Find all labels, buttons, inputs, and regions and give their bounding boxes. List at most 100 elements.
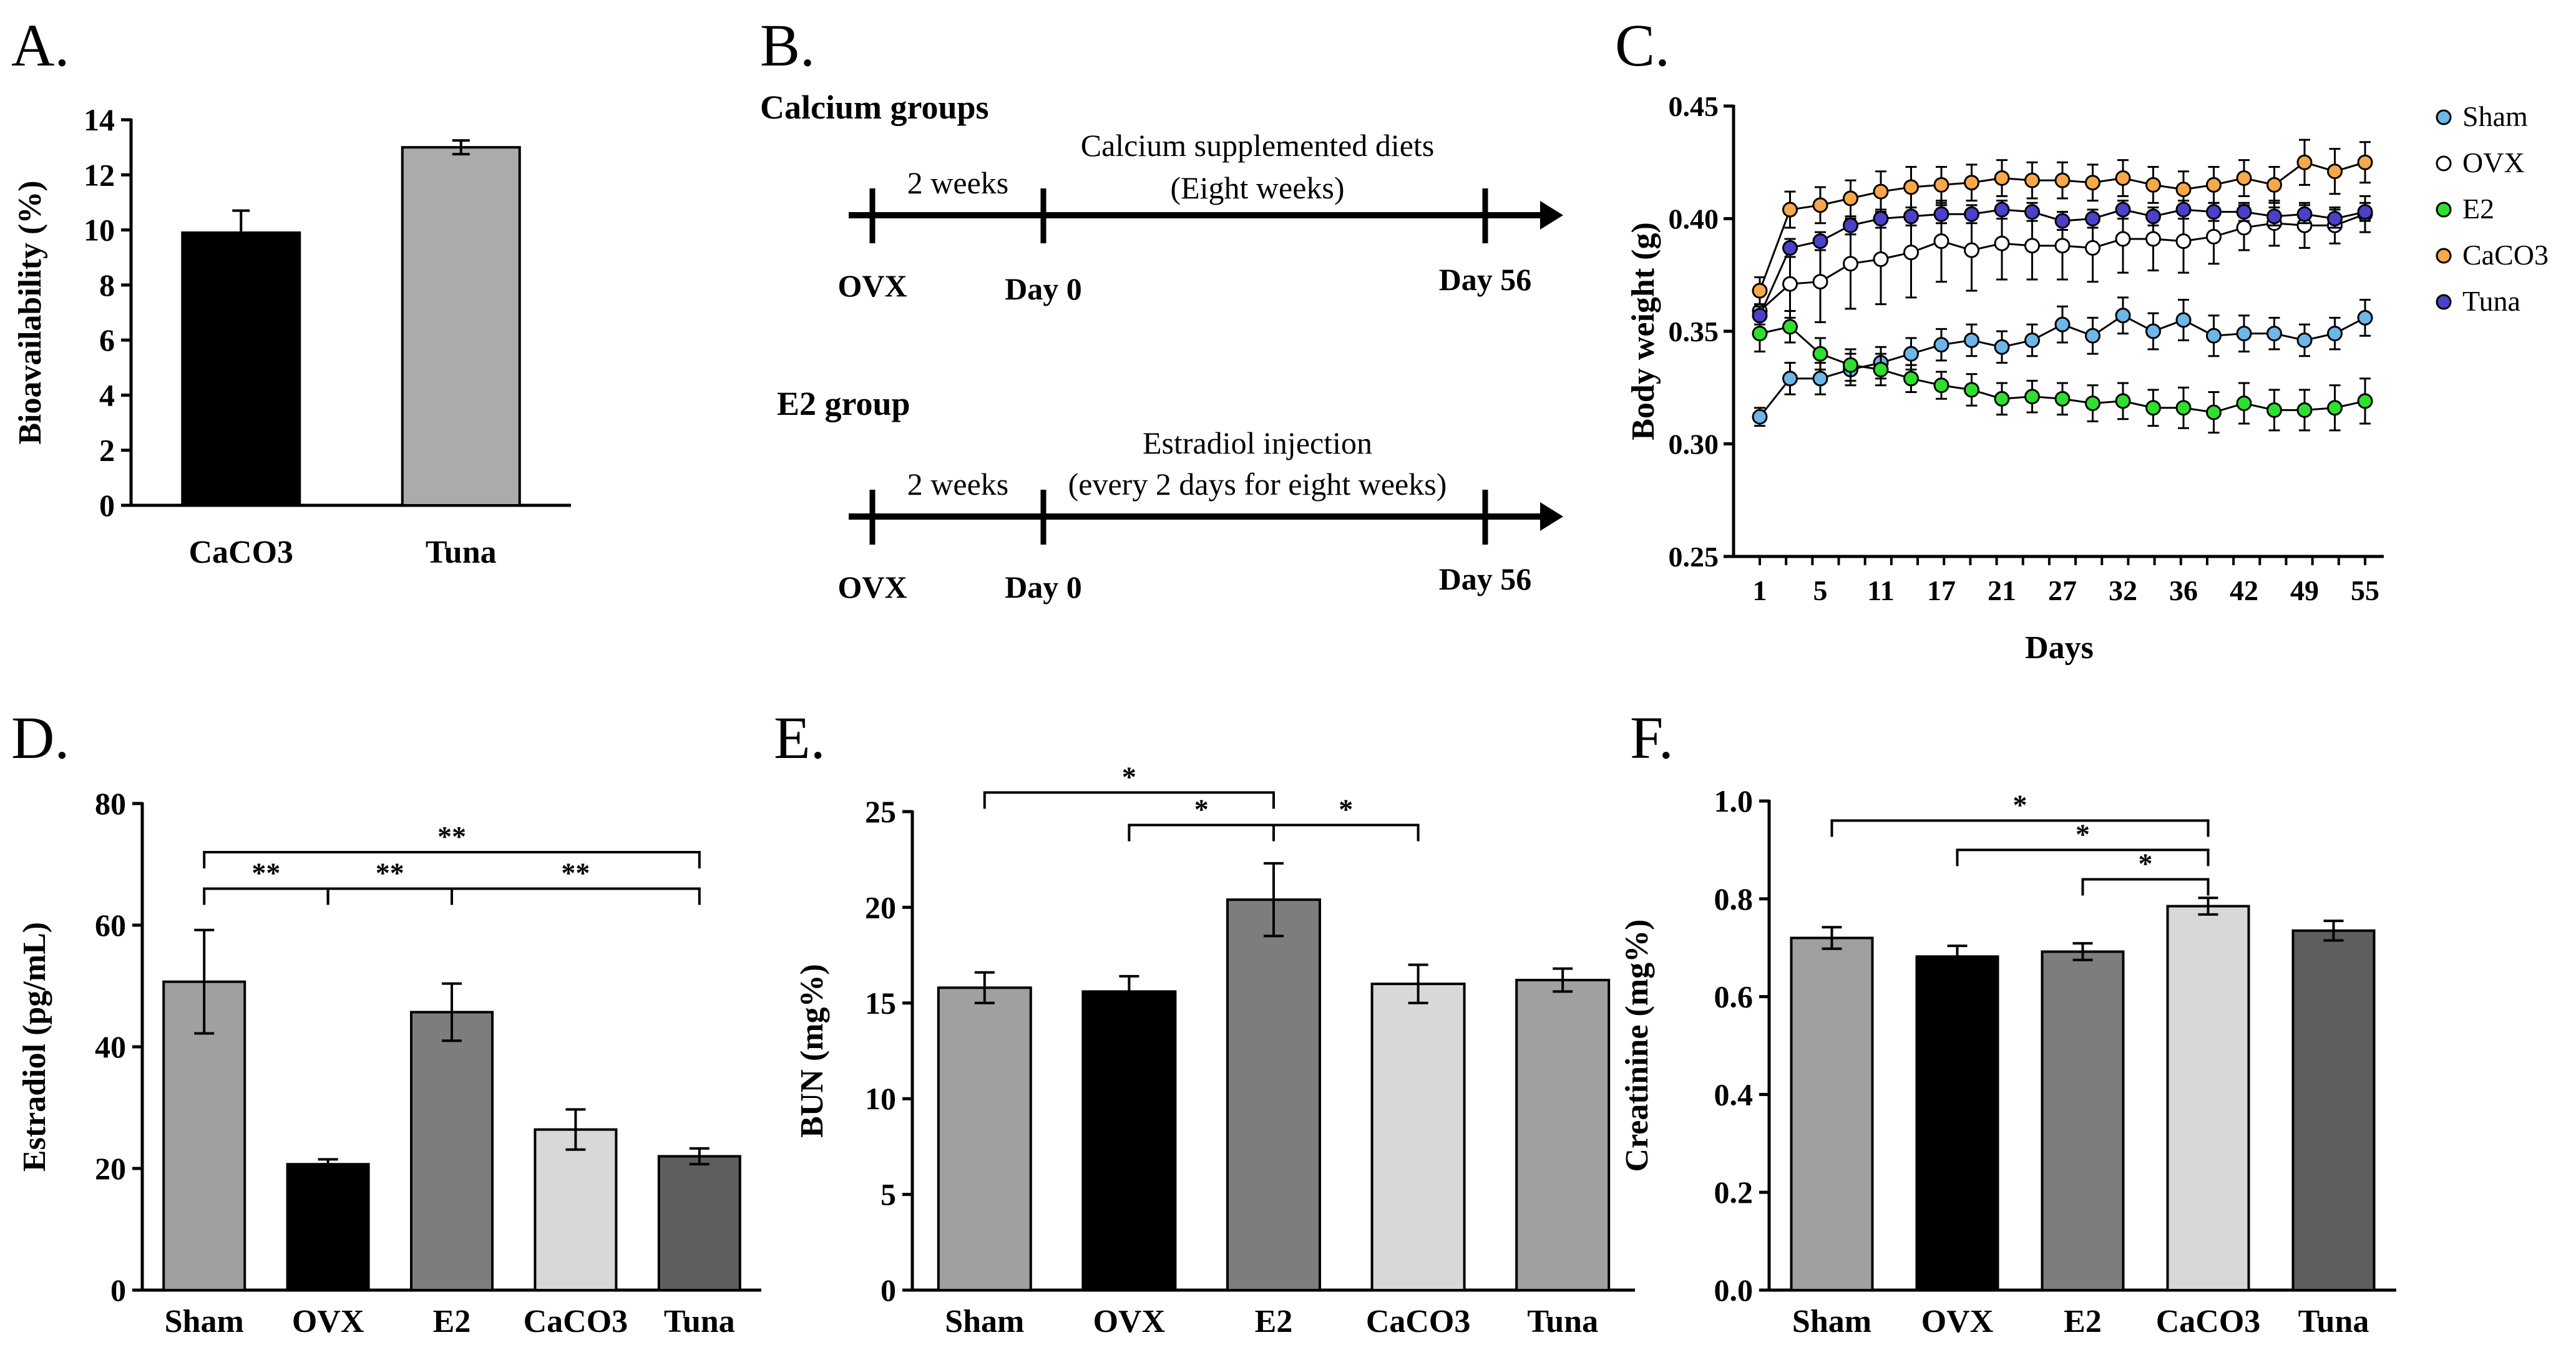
data-point-tuna	[2024, 204, 2040, 220]
data-point-tuna	[1994, 202, 2010, 218]
estradiol-chart: 0 20 40 60 80 Estradiol (pg/mL) Sham OVX E2 CaCO3…	[17, 786, 761, 1339]
data-point-sham	[2327, 326, 2343, 342]
data-point-sham	[1933, 337, 1949, 353]
data-point-e2	[2327, 400, 2343, 416]
data-point-tuna	[1964, 206, 1979, 222]
category-label: CaCO3	[1366, 1304, 1471, 1339]
data-point-sham	[1782, 371, 1798, 387]
bar-caco3	[181, 231, 301, 507]
category-label: Tuna	[2298, 1304, 2369, 1339]
category-label: Sham	[165, 1304, 244, 1339]
data-point-e2	[2266, 402, 2282, 418]
e2-ovx-label: OVX	[837, 570, 907, 605]
data-point-tuna	[2175, 202, 2192, 218]
y-tick-label: 0.8	[1714, 881, 1754, 916]
y-tick-label: 14	[84, 102, 115, 137]
legend-marker-e2	[2436, 202, 2452, 218]
significance-bracket	[1272, 823, 1420, 842]
data-point-e2	[1964, 382, 1979, 398]
category-label: CaCO3	[188, 535, 293, 570]
panel-c-letter: C.	[1615, 12, 1670, 79]
legend-marker-ovx	[2436, 155, 2452, 172]
significance-label: *	[2139, 847, 2153, 879]
y-tick-label: 0.4	[1714, 1077, 1754, 1112]
bar-e2	[410, 1011, 494, 1292]
data-point-sham	[2206, 328, 2222, 344]
y-axis-title: Creatinine (mg%)	[1619, 920, 1655, 1172]
data-point-tuna	[1843, 217, 1858, 233]
data-point-caco3	[1933, 177, 1949, 193]
data-point-e2	[1994, 391, 2010, 407]
e2-day0-label: Day 0	[1005, 570, 1082, 605]
data-point-tuna	[1752, 308, 1768, 324]
category-label: CaCO3	[2156, 1304, 2261, 1339]
bar-e2	[2041, 950, 2125, 1292]
x-tick-label: 36	[2169, 575, 2198, 606]
body-weight-chart: 0.25 0.30 0.35 0.40 0.45 1 5 11 17 21 27 32 36 42 49 55…	[1626, 90, 2549, 666]
calcium-groups-title: Calcium groups	[760, 89, 989, 126]
y-tick-label: 0.2	[1714, 1175, 1754, 1210]
significance-bracket	[1830, 819, 2210, 837]
significance-bracket	[1956, 848, 2210, 867]
category-label: E2	[433, 1304, 471, 1339]
data-point-tuna	[2054, 213, 2071, 229]
data-point-sham	[1994, 339, 2010, 355]
data-point-ovx	[2236, 220, 2252, 236]
x-tick-label: 17	[1927, 575, 1956, 606]
legend-label-tuna: Tuna	[2462, 285, 2520, 317]
data-point-ovx	[2206, 228, 2222, 245]
data-point-ovx	[1782, 276, 1798, 292]
data-point-tuna	[1903, 208, 1919, 225]
data-point-e2	[2054, 391, 2071, 407]
timeline-diagram: Calcium groups 2 weeks Calcium supplemen…	[760, 89, 1563, 605]
data-point-e2	[1843, 357, 1858, 373]
data-point-caco3	[2236, 170, 2252, 187]
calcium-timeline-arrowhead	[1540, 201, 1563, 230]
legend-label-sham: Sham	[2462, 100, 2528, 132]
data-point-sham	[2054, 316, 2071, 333]
category-label: CaCO3	[524, 1304, 628, 1339]
data-point-caco3	[2327, 163, 2343, 180]
data-point-e2	[1933, 377, 1949, 394]
y-tick-label: 20	[865, 890, 896, 925]
y-axis-title: BUN (mg%)	[794, 964, 830, 1138]
significance-label: *	[2076, 818, 2090, 850]
panel-f-letter: F.	[1630, 704, 1674, 771]
bar-ovx	[1081, 990, 1177, 1291]
data-point-caco3	[2085, 175, 2100, 191]
data-point-e2	[2145, 400, 2161, 416]
data-point-ovx	[2085, 240, 2100, 256]
data-point-ovx	[2024, 238, 2040, 254]
panel-a-letter: A.	[11, 12, 69, 79]
category-label: OVX	[1921, 1304, 1994, 1339]
calcium-phase-label-2: (Eight weeks)	[1170, 170, 1344, 205]
significance-bracket	[203, 887, 329, 905]
data-point-caco3	[2296, 154, 2313, 170]
panel-d-letter: D.	[11, 704, 69, 771]
data-point-ovx	[2054, 238, 2071, 254]
category-label: OVX	[292, 1304, 364, 1339]
y-tick-label: 5	[881, 1177, 896, 1212]
y-tick-label: 4	[99, 377, 115, 412]
category-label: Sham	[945, 1304, 1024, 1339]
bar-ovx	[1915, 955, 1999, 1291]
significance-bracket	[451, 887, 701, 905]
legend-marker-caco3	[2436, 248, 2452, 264]
y-tick-label: 1.0	[1714, 784, 1754, 818]
significance-label: **	[437, 820, 466, 852]
e2-group-title: E2 group	[777, 385, 910, 422]
bar-sham	[1790, 936, 1874, 1291]
data-point-tuna	[2296, 206, 2313, 222]
data-point-e2	[2236, 396, 2252, 412]
calcium-day56-label: Day 56	[1439, 262, 1532, 297]
data-point-caco3	[2175, 182, 2192, 198]
data-point-e2	[2206, 404, 2222, 420]
x-tick-label: 1	[1753, 575, 1767, 606]
category-label: E2	[2064, 1304, 2102, 1339]
data-point-tuna	[2266, 208, 2282, 225]
significance-label: **	[251, 857, 280, 889]
data-point-sham	[2236, 326, 2252, 342]
x-tick-label: 11	[1867, 575, 1894, 606]
data-point-sham	[2266, 326, 2282, 342]
